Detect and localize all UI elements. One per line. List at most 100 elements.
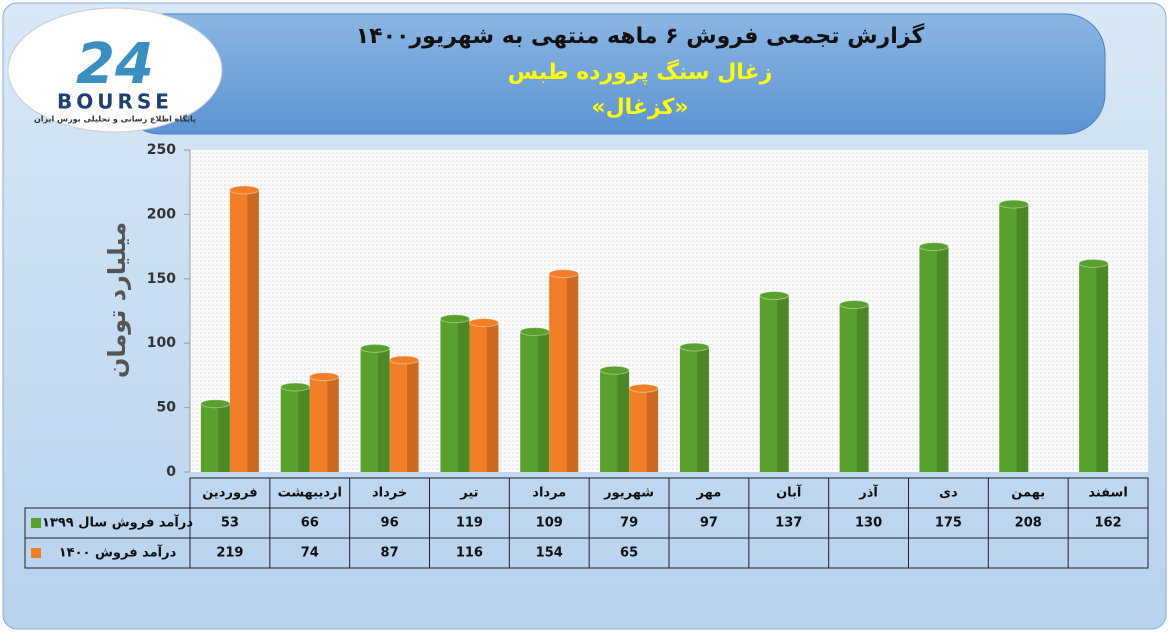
bar-shade — [486, 322, 499, 472]
bar-cap — [679, 342, 710, 352]
bar-shade — [298, 386, 310, 472]
bar-cap — [599, 365, 630, 375]
bar-shade — [697, 347, 709, 472]
table-value: 119 — [456, 516, 483, 531]
bar — [360, 348, 390, 472]
bar — [679, 347, 709, 472]
x-tick-label: تیر — [459, 486, 478, 501]
bar — [309, 376, 339, 472]
x-tick-label: اردیبهشت — [278, 486, 342, 501]
bar — [280, 386, 310, 472]
bar-shade — [457, 318, 470, 472]
bar-cap — [439, 314, 470, 324]
bar-shade — [1096, 263, 1109, 472]
bar-cap — [200, 399, 231, 409]
bar-shade — [856, 304, 869, 472]
bar-cap — [360, 343, 391, 353]
table-value: 87 — [381, 546, 399, 561]
bar-cap — [1078, 258, 1109, 268]
bar-shade — [247, 189, 259, 473]
bar-shade — [1016, 204, 1029, 472]
y-axis-label: میلیارد تومان — [103, 222, 131, 378]
table-value: 162 — [1095, 516, 1122, 531]
bar-cap — [280, 382, 311, 392]
table-value: 97 — [700, 516, 718, 531]
y-tick-label: 100 — [147, 335, 176, 351]
bar — [229, 189, 259, 473]
logo-name: BOURSE — [57, 90, 173, 114]
legend-label: درآمد فروش سال ۱۳۹۹ — [42, 514, 193, 531]
bar-shade — [218, 403, 230, 472]
table-value: 79 — [620, 516, 638, 531]
x-tick-label: اسفند — [1088, 486, 1127, 501]
bar-shade — [566, 273, 579, 472]
bar — [1079, 263, 1109, 472]
bar — [549, 273, 579, 472]
bar — [759, 295, 789, 472]
legend-swatch — [31, 548, 41, 558]
bar — [440, 318, 470, 472]
bar-shade — [377, 348, 390, 472]
table-value: 175 — [935, 516, 962, 531]
bar-cap — [229, 185, 260, 195]
bar — [629, 388, 659, 472]
bar — [919, 246, 949, 472]
bar-cap — [628, 383, 659, 393]
chart-title: گزارش تجمعی فروش ۶ ماهه منتهی به شهریور۱… — [356, 22, 925, 49]
bar-cap — [839, 300, 870, 310]
bar — [200, 403, 230, 472]
table-value: 208 — [1015, 516, 1042, 531]
logo-tagline: پایگاه اطلاع رسانی و تحلیلی بورس ایران — [34, 114, 196, 125]
bar-shade — [936, 246, 949, 472]
bar-cap — [759, 291, 790, 301]
x-tick-label: آبان — [776, 484, 802, 501]
bar-cap — [918, 242, 949, 252]
plot-area — [190, 150, 1148, 472]
table-value: 154 — [536, 546, 563, 561]
logo-mark: 24 — [76, 32, 154, 97]
x-tick-label: آذر — [858, 484, 878, 501]
table-value: 53 — [221, 516, 239, 531]
table-value: 66 — [301, 516, 319, 531]
y-tick-label: 200 — [147, 206, 176, 222]
x-tick-label: بهمن — [1011, 486, 1045, 501]
bar — [999, 204, 1029, 472]
x-tick-label: مهر — [696, 486, 722, 501]
logo-bg — [7, 7, 223, 133]
table-value: 109 — [536, 516, 563, 531]
bar-cap — [468, 318, 499, 328]
table-value: 219 — [216, 546, 243, 561]
x-tick-label: دی — [939, 486, 958, 501]
y-tick-label: 150 — [147, 271, 176, 287]
bar — [600, 370, 630, 472]
bar-shade — [537, 331, 550, 472]
table-value: 130 — [855, 516, 882, 531]
x-tick-label: مرداد — [532, 486, 566, 501]
bar — [839, 304, 869, 472]
bar — [389, 359, 419, 472]
y-tick-label: 50 — [157, 400, 177, 416]
bar-shade — [406, 359, 419, 472]
bar-cap — [519, 327, 550, 337]
bar-cap — [389, 355, 420, 365]
x-tick-label: خرداد — [372, 486, 407, 501]
symbol: «کزغال» — [591, 95, 688, 120]
table-value: 96 — [381, 516, 399, 531]
table-value: 65 — [620, 546, 638, 561]
bar — [469, 322, 499, 472]
table-value: 137 — [775, 516, 802, 531]
table-value: 116 — [456, 546, 483, 561]
chart-subtitle: زغال سنگ پرورده طبس — [508, 58, 773, 85]
legend-label: درآمد فروش ۱۴۰۰ — [59, 544, 177, 561]
legend-swatch — [31, 518, 41, 528]
y-tick-label: 250 — [147, 142, 176, 158]
x-tick-label: شهریور — [603, 486, 654, 501]
y-tick-label: 0 — [166, 464, 176, 480]
bar-cap — [998, 199, 1029, 209]
bar-cap — [548, 269, 579, 279]
bar-shade — [646, 388, 659, 472]
bar-shade — [617, 370, 630, 472]
bar-shade — [327, 376, 339, 472]
x-tick-label: فروردین — [202, 486, 257, 501]
